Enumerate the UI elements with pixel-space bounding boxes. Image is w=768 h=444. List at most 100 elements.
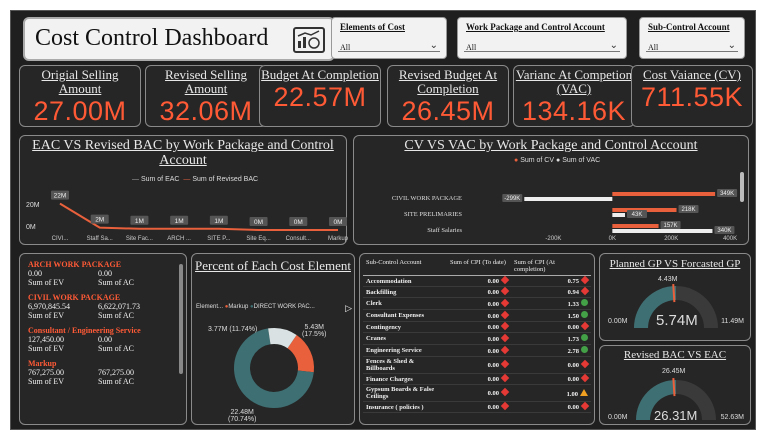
x-tick-label: Site Eq... — [246, 236, 271, 242]
chevron-down-icon[interactable]: ⌄ — [609, 40, 618, 51]
status-diamond-icon — [500, 321, 510, 331]
cell-value: 0.00 — [487, 300, 499, 308]
ev-label: Sum of EV — [28, 344, 64, 353]
gp-gauge: Planned GP VS Forcasted GP 4.43M 0.00M 1… — [599, 253, 751, 341]
cell-value: 0.00 — [487, 312, 499, 320]
table-row[interactable]: Clerk 0.00 1.33 — [363, 297, 591, 310]
chevron-down-icon[interactable]: ⌄ — [429, 40, 438, 51]
table-row[interactable]: Finance Charges 0.00 0.00 — [363, 373, 591, 385]
cell-value: 0.94 — [567, 289, 579, 296]
gauge-value: 5.74M — [656, 312, 698, 329]
table-row[interactable]: Contingency 0.00 0.00 — [363, 321, 591, 333]
data-label: 218K — [682, 207, 696, 213]
y-tick: 0M — [26, 224, 36, 231]
cell-value: 2.78 — [567, 348, 579, 355]
table-row[interactable]: Fences & Shed & Billboards 0.00 0.00 — [363, 356, 591, 374]
chart-title: EAC VS Revised BAC by Work Package and C… — [32, 138, 334, 168]
status-diamond-icon — [580, 359, 590, 369]
legend-vac: Sum of VAC — [562, 157, 601, 164]
data-label-box — [626, 210, 647, 218]
data-label: 0M — [254, 219, 263, 226]
slicer-work-package[interactable]: Work Package and Control Account All ⌄ — [457, 17, 627, 59]
cpi-at-completion: 1.50 — [511, 309, 591, 322]
pie-label: 5.43M (17.5%) — [302, 324, 327, 338]
gauge-min: 0.00M — [608, 414, 628, 421]
cpi-at-completion: 0.00 — [511, 373, 591, 385]
table-row[interactable]: Insurance ( policies ) 0.00 0.00 — [363, 401, 591, 413]
column-header[interactable]: Sum of CPI (At completion) — [511, 257, 591, 276]
table-row[interactable]: Gypsum Boards & False Ceilings 0.00 1.00 — [363, 384, 591, 402]
scrollbar[interactable] — [179, 264, 183, 374]
row-name: Clerk — [363, 297, 447, 310]
x-tick-label: 0K — [609, 236, 616, 242]
status-diamond-icon — [580, 401, 590, 411]
chart-title: CV VS VAC by Work Package and Control Ac… — [404, 138, 698, 153]
x-tick-label: Markup — [328, 236, 348, 242]
cpi-to-date: 0.00 — [447, 384, 511, 402]
data-label: 340K — [717, 228, 731, 234]
table-row[interactable]: Engineering Service 0.00 2.78 — [363, 344, 591, 357]
kpi-label: Cost Vaiance (CV) — [643, 67, 741, 82]
kpi-value: 27.00M — [33, 96, 127, 126]
status-diamond-icon — [500, 359, 510, 369]
kpi-card: Cost Vaiance (CV) 711.55K — [631, 65, 753, 127]
slicer-elements-of-cost[interactable]: Elements of Cost All ⌄ — [331, 17, 447, 59]
gauge-target: 4.43M — [658, 276, 678, 283]
cell-value: 0.00 — [487, 362, 499, 369]
x-tick-label: SITE P... — [207, 236, 231, 242]
cpi-to-date: 0.00 — [447, 356, 511, 374]
donut-slice — [268, 328, 297, 349]
kpi-label: Varianc At Competion (VAC) — [515, 67, 633, 96]
cpi-table: Sub-Control Account Sum of CPI (To date)… — [359, 253, 595, 425]
chart-legend: ● Sum of CV ● Sum of VAC — [514, 157, 601, 164]
table-row[interactable]: Cranes 0.00 1.73 — [363, 332, 591, 345]
gauge-value: 26.31M — [654, 408, 698, 423]
cpi-to-date: 0.00 — [447, 401, 511, 413]
chart-legend: Element... ●Markup ●DIRECT WORK PAC... — [196, 304, 315, 310]
row-name: Engineering Service — [363, 344, 447, 357]
ac-label: Sum of AC — [98, 377, 135, 386]
cell-value: 1.00 — [566, 390, 578, 398]
table-row[interactable]: Consultant Expenses 0.00 1.50 — [363, 309, 591, 322]
status-diamond-icon — [500, 333, 510, 342]
cpi-at-completion: 2.78 — [511, 344, 591, 357]
category-label: CIVIL WORK PACKAGE — [392, 195, 462, 202]
slicer-underline — [464, 51, 620, 52]
gauge-target-marker — [672, 378, 676, 397]
scrollbar[interactable] — [740, 172, 744, 202]
card-item: Consultant / Engineering Service 127,450… — [28, 326, 178, 353]
kpi-card: Origial Selling Amount 27.00M — [19, 65, 141, 127]
x-tick-label: 400K — [723, 236, 737, 242]
cell-value: 0.00 — [487, 278, 499, 285]
gauge-max: 11.49M — [721, 318, 744, 325]
pie-label: 22.48M (70.74%) — [228, 409, 256, 423]
column-header[interactable]: Sum of CPI (To date) — [447, 257, 511, 276]
table-row[interactable]: Backfilling 0.00 0.94 — [363, 286, 591, 298]
bar — [524, 197, 613, 201]
data-label: -299K — [504, 196, 520, 202]
legend-cv: Sum of CV — [520, 157, 555, 164]
cpi-to-date: 0.00 — [447, 321, 511, 333]
warning-triangle-icon — [580, 388, 588, 396]
table-row[interactable]: Accommodation 0.00 0.75 — [363, 275, 591, 287]
data-label: 2M — [95, 217, 104, 224]
x-tick-label: -200K — [545, 236, 561, 242]
table-body: Accommodation 0.00 0.75 Backfilling 0.00 0.94… — [363, 275, 591, 413]
cell-value: 0.00 — [487, 324, 499, 331]
gauge-plot — [636, 378, 716, 420]
data-label-box — [714, 226, 735, 234]
ac-label: Sum of AC — [98, 278, 135, 287]
column-header[interactable]: Sub-Control Account — [363, 257, 447, 276]
data-label-box — [289, 217, 308, 226]
slicer-sub-control-account[interactable]: Sub-Control Account All ⌄ — [639, 17, 745, 59]
row-name: Gypsum Boards & False Ceilings — [363, 384, 447, 402]
legend-next-icon[interactable]: ▷ — [345, 303, 352, 313]
x-tick-label: Consult... — [286, 236, 312, 242]
pie-label-percent: (70.74%) — [228, 416, 257, 423]
data-label-box — [660, 221, 681, 229]
slicer-label: Elements of Cost — [340, 22, 405, 32]
cell-value: 0.00 — [487, 347, 499, 355]
work-package-cards: ARCH WORK PACKAGE 0.00 0.00 Sum of EV Sum … — [19, 253, 187, 425]
chevron-down-icon[interactable]: ⌄ — [727, 40, 736, 51]
row-name: Fences & Shed & Billboards — [363, 356, 447, 374]
